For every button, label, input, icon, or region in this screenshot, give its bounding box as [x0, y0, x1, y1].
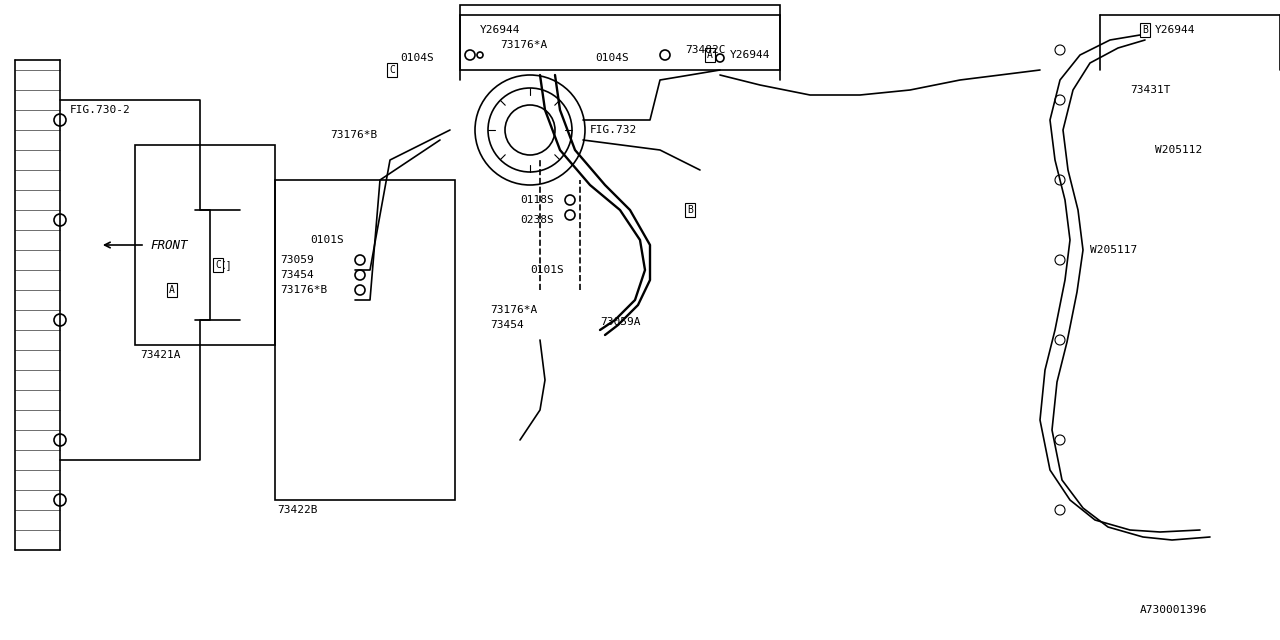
Text: 73454: 73454	[280, 270, 314, 280]
Text: 0104S: 0104S	[401, 53, 434, 63]
Circle shape	[54, 434, 67, 446]
Text: C: C	[389, 65, 396, 75]
Text: W205112: W205112	[1155, 145, 1202, 155]
Text: B: B	[1142, 25, 1148, 35]
Circle shape	[716, 54, 724, 62]
Text: Y26944: Y26944	[1155, 25, 1196, 35]
Text: 73059A: 73059A	[600, 317, 640, 327]
Circle shape	[465, 50, 475, 60]
Text: A: A	[169, 285, 175, 295]
Text: 0238S: 0238S	[520, 215, 554, 225]
Text: 73176*B: 73176*B	[280, 285, 328, 295]
Circle shape	[477, 52, 483, 58]
Text: 0118S: 0118S	[520, 195, 554, 205]
Circle shape	[488, 88, 572, 172]
Circle shape	[54, 494, 67, 506]
Bar	[460, 5, 780, 70]
Text: A: A	[707, 50, 713, 60]
Circle shape	[1055, 175, 1065, 185]
Circle shape	[1055, 45, 1065, 55]
Text: Y26944: Y26944	[730, 50, 771, 60]
Bar	[134, 145, 275, 345]
Text: 73421A: 73421A	[140, 350, 180, 360]
Text: C: C	[215, 260, 221, 270]
Circle shape	[54, 314, 67, 326]
Circle shape	[355, 270, 365, 280]
Text: FRONT: FRONT	[150, 239, 187, 252]
Text: FIG.732: FIG.732	[590, 125, 637, 135]
Circle shape	[355, 285, 365, 295]
Circle shape	[54, 114, 67, 126]
Text: 73454: 73454	[490, 320, 524, 330]
Text: FIG.730-2: FIG.730-2	[70, 105, 131, 115]
Text: 73059: 73059	[280, 255, 314, 265]
Text: 0104S: 0104S	[595, 53, 628, 63]
Text: 73176*B: 73176*B	[330, 130, 378, 140]
Text: 0101S: 0101S	[530, 265, 563, 275]
Circle shape	[564, 195, 575, 205]
Text: 73431T: 73431T	[1130, 85, 1170, 95]
Circle shape	[1055, 335, 1065, 345]
Bar	[275, 180, 454, 500]
Text: 0101S: 0101S	[310, 235, 344, 245]
Circle shape	[506, 105, 556, 155]
Text: 73176*A: 73176*A	[490, 305, 538, 315]
Text: 73482C: 73482C	[685, 45, 726, 55]
Text: [C]: [C]	[215, 260, 233, 270]
Text: Y26944: Y26944	[480, 25, 520, 35]
Text: B: B	[687, 205, 692, 215]
Text: W205117: W205117	[1091, 245, 1137, 255]
Circle shape	[54, 214, 67, 226]
Circle shape	[660, 50, 669, 60]
Circle shape	[564, 210, 575, 220]
Circle shape	[1055, 95, 1065, 105]
Text: A730001396: A730001396	[1140, 605, 1207, 615]
Circle shape	[475, 75, 585, 185]
Text: 73422B: 73422B	[276, 505, 317, 515]
Circle shape	[1055, 435, 1065, 445]
Text: 73176*A: 73176*A	[500, 40, 548, 50]
Circle shape	[1055, 505, 1065, 515]
Circle shape	[1055, 255, 1065, 265]
Circle shape	[355, 255, 365, 265]
